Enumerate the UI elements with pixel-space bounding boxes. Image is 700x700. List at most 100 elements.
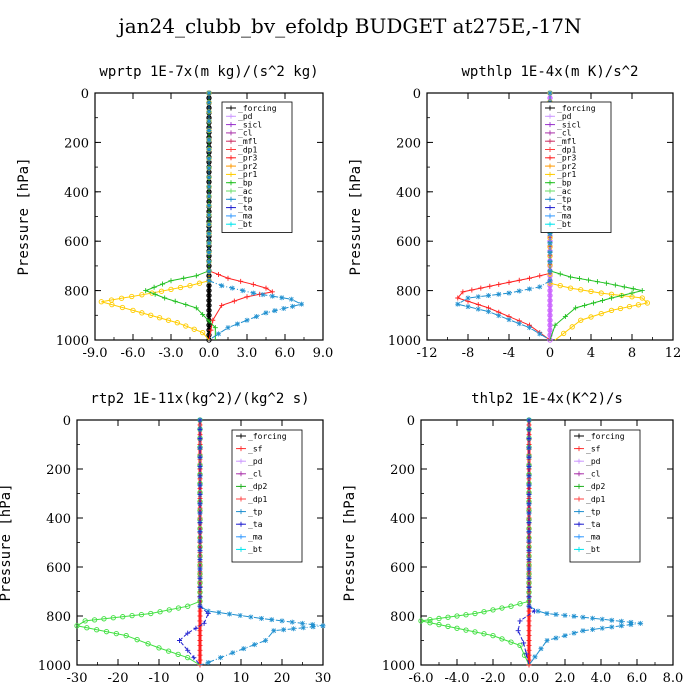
legend-marker — [547, 171, 553, 177]
x-tick-label: 9.0 — [313, 346, 334, 361]
series-marker — [599, 625, 605, 631]
series-marker — [197, 519, 203, 525]
y-tick-label: 200 — [396, 136, 421, 151]
series-marker — [626, 304, 633, 310]
series-marker — [212, 325, 218, 331]
series-marker — [210, 317, 216, 323]
series-marker — [177, 284, 184, 291]
series-marker — [206, 203, 212, 209]
legend-entry: _ta — [586, 520, 601, 529]
series-marker — [197, 575, 203, 581]
legend-entry: _pr2 — [238, 162, 257, 171]
legend-entry: _cl — [248, 470, 263, 479]
series-marker — [165, 648, 172, 654]
y-tick-label: 0 — [81, 87, 89, 102]
series-marker — [168, 278, 174, 284]
series-marker — [225, 325, 231, 331]
x-tick-label: -30 — [67, 671, 88, 686]
series-marker — [74, 623, 80, 629]
series-marker — [472, 629, 478, 635]
y-tick-label: 0 — [413, 87, 421, 102]
series-marker — [490, 632, 496, 639]
series-marker — [113, 630, 120, 637]
legend-marker — [238, 509, 244, 515]
panel-1: wprtp 1E-7x(m kg)/(s^2 kg) Pressure [hPa]… — [16, 64, 333, 361]
series-marker — [200, 311, 206, 317]
series-marker — [206, 278, 212, 284]
series-marker — [82, 618, 88, 624]
series-marker — [526, 417, 532, 423]
legend-marker — [228, 196, 234, 202]
series-marker — [544, 611, 550, 617]
series-marker — [547, 278, 553, 284]
legend-entry: _bt — [557, 220, 572, 229]
series-marker — [427, 617, 433, 623]
series-marker — [197, 657, 203, 663]
x-tick-label: -20 — [108, 671, 129, 686]
series-marker — [578, 317, 584, 323]
series-marker — [603, 280, 609, 286]
series-marker — [197, 628, 203, 634]
series-marker — [475, 306, 481, 312]
legend-marker — [228, 122, 234, 128]
legend-entry: _cl — [238, 129, 253, 138]
series-marker — [206, 250, 212, 256]
series-marker — [547, 287, 553, 294]
series-marker — [206, 128, 212, 134]
series-marker — [123, 632, 129, 639]
series-marker — [463, 627, 469, 633]
series-marker — [259, 615, 264, 621]
series-marker — [94, 627, 100, 633]
series-marker — [237, 613, 243, 619]
y-tick-label: 400 — [396, 186, 421, 201]
legend-marker — [576, 521, 582, 527]
series-tp — [528, 420, 641, 666]
series-marker — [129, 293, 135, 300]
series-marker — [197, 436, 203, 442]
series-marker — [166, 607, 172, 613]
panel-title: thlp2 1E-4x(K^2)/s — [471, 391, 623, 407]
series-marker — [197, 647, 203, 653]
series-marker — [526, 491, 532, 497]
series-marker — [481, 609, 487, 615]
legend-entry: _tp — [557, 195, 572, 204]
series-marker — [639, 288, 645, 294]
series-marker — [271, 628, 277, 634]
series-marker — [197, 638, 203, 643]
series-marker — [206, 174, 212, 180]
legend-entry: _tp — [248, 507, 263, 516]
series-marker — [465, 304, 471, 310]
series-marker — [229, 285, 235, 291]
series-marker — [252, 642, 258, 648]
series-pr3 — [456, 93, 551, 341]
legend-marker — [547, 155, 553, 161]
legend-marker — [228, 130, 234, 136]
legend-entry: _pd — [557, 112, 572, 121]
series-marker — [205, 611, 211, 617]
series-marker — [244, 294, 250, 300]
series-marker — [526, 657, 532, 663]
series-marker — [526, 547, 532, 553]
series-marker — [109, 301, 115, 308]
legend-box — [569, 429, 641, 563]
series-marker — [298, 301, 304, 307]
legend-entry: _pr1 — [238, 170, 257, 179]
series-marker — [197, 603, 203, 609]
series-marker — [562, 633, 568, 639]
series-marker — [231, 298, 237, 304]
series-dp1 — [75, 420, 201, 666]
legend-entry: _dp1 — [248, 495, 267, 504]
legend-marker — [238, 483, 244, 489]
series-marker — [569, 324, 575, 330]
series-marker — [619, 293, 625, 299]
series-marker — [279, 295, 285, 301]
legend-entry: _dp1 — [238, 145, 257, 154]
legend-marker — [576, 509, 582, 515]
series-marker — [526, 426, 532, 432]
series-marker — [526, 594, 532, 600]
series-marker — [157, 609, 163, 615]
series-marker — [193, 305, 199, 311]
legend-entry: _ta — [238, 203, 253, 212]
series-marker — [263, 638, 269, 643]
series-ta — [517, 420, 536, 666]
